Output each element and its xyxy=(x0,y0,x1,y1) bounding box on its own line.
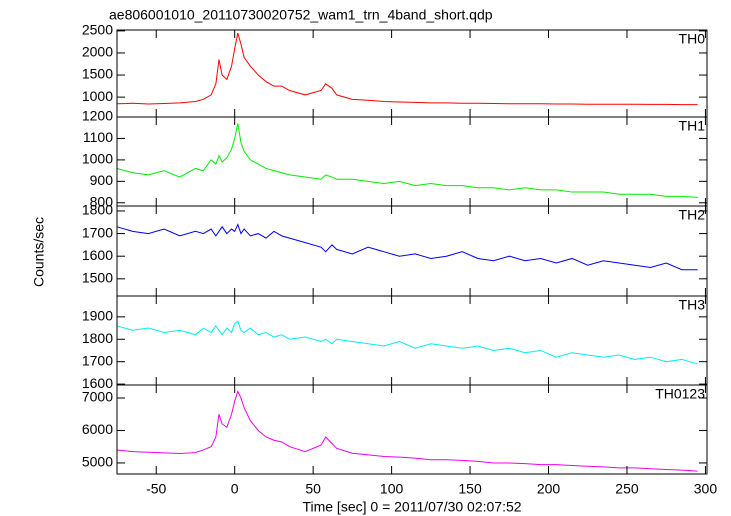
y-tick-label: 5000 xyxy=(82,454,113,470)
y-tick-label: 1500 xyxy=(82,270,113,286)
x-tick-label: 300 xyxy=(694,481,718,497)
y-axis-label: Counts/sec xyxy=(31,217,47,287)
panel-label: TH3 xyxy=(679,297,706,313)
panel-frame xyxy=(116,205,708,297)
y-tick-label: 2000 xyxy=(82,44,113,60)
y-tick-label: 1000 xyxy=(82,88,113,104)
panel-label: TH1 xyxy=(679,118,706,134)
y-tick-label: 900 xyxy=(90,172,114,188)
light-curve xyxy=(116,223,698,271)
y-tick-label: 1000 xyxy=(82,151,113,167)
y-tick-label: 1100 xyxy=(83,129,113,145)
panel-frame xyxy=(116,116,708,207)
light-curve xyxy=(116,390,698,472)
y-tick-label: 1500 xyxy=(82,66,113,82)
y-tick-label: 1600 xyxy=(82,247,113,263)
y-tick-label: 1600 xyxy=(82,375,113,391)
chart-title: ae806001010_20110730020752_wam1_trn_4ban… xyxy=(109,7,493,23)
y-tick-label: 800 xyxy=(90,193,114,209)
panel-label: TH0 xyxy=(679,31,706,47)
x-tick-label: 100 xyxy=(380,481,404,497)
x-tick-label: 150 xyxy=(458,481,482,497)
y-tick-label: 1800 xyxy=(82,330,113,346)
x-tick-label: 250 xyxy=(615,481,639,497)
y-tick-label: 1900 xyxy=(82,308,113,324)
x-tick-label: 0 xyxy=(231,481,239,497)
y-tick-label: 1200 xyxy=(82,108,113,124)
y-tick-label: 1800 xyxy=(82,202,113,218)
y-tick-label: 7000 xyxy=(82,389,113,405)
x-tick-label: -50 xyxy=(146,481,166,497)
light-curve xyxy=(116,123,698,198)
x-tick-label: 200 xyxy=(537,481,561,497)
y-tick-label: 6000 xyxy=(82,421,113,437)
light-curve xyxy=(116,320,698,365)
y-tick-label: 2500 xyxy=(82,22,113,38)
panel-label: TH2 xyxy=(679,207,706,223)
x-tick-label: 50 xyxy=(305,481,321,497)
light-curve xyxy=(116,32,698,106)
x-axis-label: Time [sec] 0 = 2011/07/30 02:07:52 xyxy=(302,499,521,515)
y-tick-label: 1700 xyxy=(82,352,113,368)
panel-frame xyxy=(116,295,708,386)
y-tick-label: 1700 xyxy=(82,224,113,240)
panel-frame xyxy=(116,384,708,475)
panel-label: TH0123 xyxy=(655,386,705,402)
